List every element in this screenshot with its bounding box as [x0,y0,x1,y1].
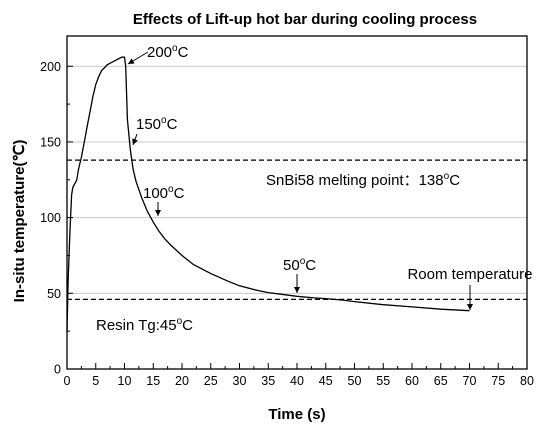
x-tick-label: 30 [233,374,247,388]
y-axis-title: In-situ temperature(℃) [11,140,28,303]
annotation-label: 100oC [143,184,185,202]
x-tick-label: 55 [376,374,390,388]
annotation-label: 200oC [147,43,189,61]
y-tick-label: 200 [40,60,61,74]
x-axis-title: Time (s) [268,406,325,423]
y-tick-label: 100 [40,211,61,225]
y-ticks: 0 50 100 150 200 [40,60,73,377]
reference-lines [67,159,527,300]
x-tick-label: 15 [146,374,160,388]
x-tick-label: 5 [92,374,99,388]
grid [67,65,527,294]
y-tick-label: 150 [40,135,61,149]
x-tick-label: 50 [348,374,362,388]
x-tick-label: 35 [261,374,275,388]
annotation-label: Resin Tg:45oC [96,316,193,334]
x-tick-label: 40 [290,374,304,388]
x-tick-label: 65 [434,374,448,388]
x-tick-label: 75 [491,374,505,388]
chart-title: Effects of Lift-up hot bar during coolin… [133,11,477,28]
x-tick-label: 25 [204,374,218,388]
x-ticks: 0 5 10 15 20 25 30 35 40 45 50 55 60 65 70 75 80 [64,363,534,388]
x-tick-label: 20 [175,374,189,388]
annotation-label: 50oC [283,256,316,274]
annotation-label: Room temperature [407,266,532,283]
annotation-label: 150oC [136,115,178,133]
y-tick-label: 0 [54,363,61,377]
annotation-arrow [127,51,149,65]
annotation-arrow [132,133,138,146]
series-line [66,56,470,332]
x-tick-label: 60 [405,374,419,388]
annotations: 200oC 150oC 100oC 50oC Room temperature SnBi5… [96,43,533,334]
x-tick-label: 0 [64,374,71,388]
x-tick-label: 80 [520,374,534,388]
x-tick-label: 45 [319,374,333,388]
annotation-label: SnBi58 melting point：138oC [266,171,460,189]
x-tick-label: 10 [118,374,132,388]
x-tick-label: 70 [463,374,477,388]
y-tick-label: 50 [47,287,61,301]
